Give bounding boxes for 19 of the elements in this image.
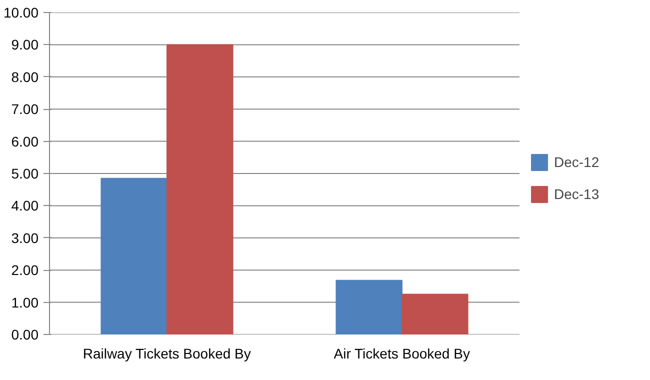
y-tick-label: 6.00 bbox=[11, 133, 39, 150]
y-tick-label: 10.00 bbox=[3, 4, 39, 20]
y-tick-label: 7.00 bbox=[11, 101, 39, 118]
bar bbox=[336, 280, 402, 334]
bar bbox=[402, 294, 468, 334]
y-tick-label: 5.00 bbox=[11, 166, 39, 182]
y-tick-label: 2.00 bbox=[11, 262, 39, 278]
legend-label: Dec-13 bbox=[554, 186, 600, 202]
x-tick-label: Railway Tickets Booked By bbox=[82, 346, 251, 362]
bar bbox=[166, 44, 234, 334]
x-tick-label: Air Tickets Booked By bbox=[334, 346, 470, 362]
y-tick-label: 4.00 bbox=[11, 198, 39, 214]
y-tick-label: 9.00 bbox=[11, 36, 39, 53]
y-tick-label: 0.00 bbox=[11, 326, 39, 342]
y-tick-label: 1.00 bbox=[11, 294, 39, 310]
legend-label: Dec-12 bbox=[554, 154, 600, 170]
bar bbox=[100, 178, 168, 334]
y-tick-label: 3.00 bbox=[11, 230, 39, 246]
y-tick-label: 8.00 bbox=[11, 68, 39, 85]
